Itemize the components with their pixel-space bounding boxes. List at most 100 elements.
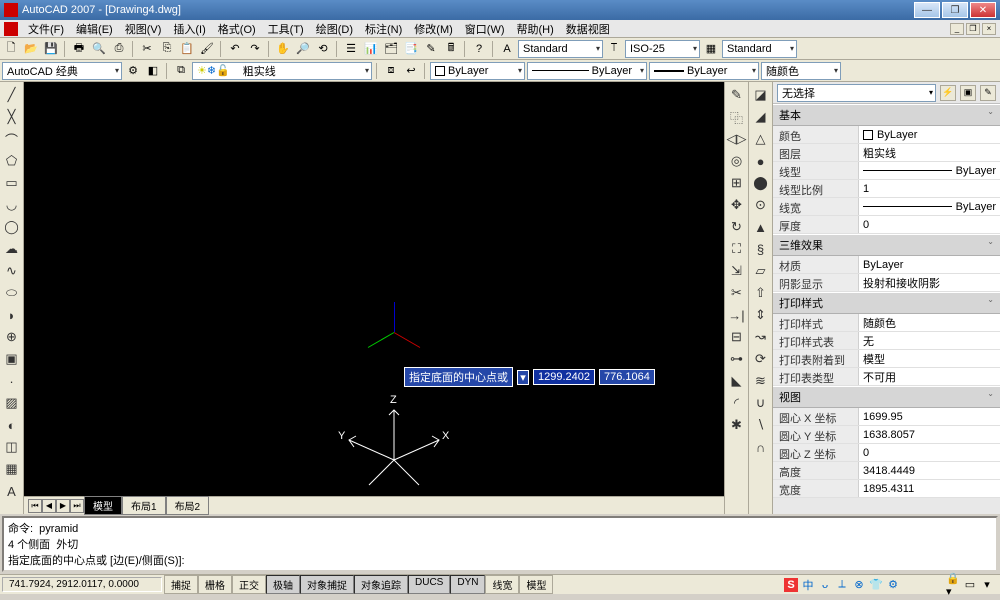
revolve-icon[interactable]: ⟳ (751, 349, 771, 369)
copy-icon[interactable]: ⎘ (158, 40, 176, 58)
prop-row[interactable]: 线型比例1 (773, 180, 1000, 198)
point-icon[interactable]: · (2, 371, 22, 391)
prop-row[interactable]: 打印样式随颜色 (773, 314, 1000, 332)
pan-icon[interactable]: ✋ (274, 40, 292, 58)
prop-row[interactable]: 圆心 Y 坐标1638.8057 (773, 426, 1000, 444)
plotstyle-combo[interactable]: 随颜色 (761, 62, 841, 80)
spline-icon[interactable]: ∿ (2, 261, 22, 281)
quick-select-icon[interactable]: ⚡ (940, 85, 956, 101)
offset-icon[interactable]: ◎ (727, 151, 747, 171)
array-icon[interactable]: ⊞ (727, 173, 747, 193)
close-button[interactable]: ✕ (970, 2, 996, 18)
help-icon[interactable]: ? (470, 40, 488, 58)
menu-window[interactable]: 窗口(W) (459, 20, 511, 38)
layer-states-icon[interactable]: ⧈ (382, 62, 400, 80)
match-icon[interactable]: 🖌 (198, 40, 216, 58)
erase-icon[interactable]: ✎ (727, 85, 747, 105)
wedge-icon[interactable]: ◢ (751, 107, 771, 127)
torus-icon[interactable]: ⊙ (751, 195, 771, 215)
prop-row[interactable]: 圆心 X 坐标1699.95 (773, 408, 1000, 426)
prop-row[interactable]: 阴影显示投射和接收阴影 (773, 274, 1000, 292)
linetype-combo[interactable]: ByLayer (527, 62, 647, 80)
revcloud-icon[interactable]: ☁ (2, 239, 22, 259)
loft-icon[interactable]: ≋ (751, 371, 771, 391)
break-icon[interactable]: ⊟ (727, 327, 747, 347)
dyn-expand-icon[interactable]: ▾ (517, 370, 529, 385)
tray-perp-icon[interactable]: ⟂ (835, 578, 849, 592)
circle-icon[interactable]: ◯ (2, 217, 22, 237)
zoom-icon[interactable]: 🔎 (294, 40, 312, 58)
layer-mgr-icon[interactable]: ⧉ (172, 62, 190, 80)
drawing-canvas[interactable]: 指定底面的中心点或 ▾ 1299.2402 776.1064 Z X Y (24, 82, 724, 496)
prop-row[interactable]: 线型ByLayer (773, 162, 1000, 180)
status-模型[interactable]: 模型 (519, 575, 553, 594)
color-combo[interactable]: ByLayer (430, 62, 525, 80)
box-icon[interactable]: ◪ (751, 85, 771, 105)
tab-layout2[interactable]: 布局2 (166, 496, 210, 515)
explode-icon[interactable]: ✱ (727, 415, 747, 435)
cut-icon[interactable]: ✂ (138, 40, 156, 58)
pyramid-icon[interactable]: ▲ (751, 217, 771, 237)
markup-icon[interactable]: ✎ (422, 40, 440, 58)
preview-icon[interactable]: 🔍 (90, 40, 108, 58)
cone-icon[interactable]: △ (751, 129, 771, 149)
chamfer-icon[interactable]: ◣ (727, 371, 747, 391)
status-对象捕捉[interactable]: 对象捕捉 (300, 575, 354, 594)
table-icon[interactable]: ▦ (2, 459, 22, 479)
tab-prev-icon[interactable]: ◀ (42, 499, 56, 513)
xline-icon[interactable]: ╳ (2, 107, 22, 127)
status-栅格[interactable]: 栅格 (198, 575, 232, 594)
ws-toggle-icon[interactable]: ◧ (144, 62, 162, 80)
prop-row[interactable]: 打印表类型不可用 (773, 368, 1000, 386)
tray-moon-icon[interactable]: ᴗ (818, 578, 832, 592)
union-icon[interactable]: ∪ (751, 393, 771, 413)
open-icon[interactable]: 📂 (22, 40, 40, 58)
prop-row[interactable]: 颜色ByLayer (773, 126, 1000, 144)
status-极轴[interactable]: 极轴 (266, 575, 300, 594)
move-icon[interactable]: ✥ (727, 195, 747, 215)
pline-icon[interactable]: ⌒ (2, 129, 22, 149)
prop-row[interactable]: 高度3418.4449 (773, 462, 1000, 480)
ime-lang-icon[interactable]: 中 (801, 578, 815, 592)
sphere-icon[interactable]: ● (751, 151, 771, 171)
menu-file[interactable]: 文件(F) (22, 20, 70, 38)
dimstyle-icon[interactable]: ⟙ (605, 40, 623, 58)
select-objects-icon[interactable]: ▣ (960, 85, 976, 101)
hatch-icon[interactable]: ▨ (2, 393, 22, 413)
save-icon[interactable]: 💾 (42, 40, 60, 58)
menu-view[interactable]: 视图(V) (119, 20, 168, 38)
ws-settings-icon[interactable]: ⚙ (124, 62, 142, 80)
prop-row[interactable]: 打印表附着到模型 (773, 350, 1000, 368)
fillet-icon[interactable]: ◜ (727, 393, 747, 413)
presspull-icon[interactable]: ⇕ (751, 305, 771, 325)
tool-palette-icon[interactable]: 🗂 (382, 40, 400, 58)
helix-icon[interactable]: § (751, 239, 771, 259)
menu-format[interactable]: 格式(O) (212, 20, 262, 38)
join-icon[interactable]: ⊶ (727, 349, 747, 369)
zoom-prev-icon[interactable]: ⟲ (314, 40, 332, 58)
prop-row[interactable]: 厚度0 (773, 216, 1000, 234)
section-header-basic[interactable]: 基本⌄ (773, 104, 1000, 126)
layer-combo[interactable]: ☀❄🔓 粗实线 (192, 62, 372, 80)
dim-style-combo[interactable]: ISO-25 (625, 40, 700, 58)
menu-tools[interactable]: 工具(T) (262, 20, 310, 38)
menu-dataview[interactable]: 数据视图 (560, 20, 616, 38)
toggle-pickadd-icon[interactable]: ✎ (980, 85, 996, 101)
properties-icon[interactable]: ☰ (342, 40, 360, 58)
rect-icon[interactable]: ▭ (2, 173, 22, 193)
tab-last-icon[interactable]: ⏭ (70, 499, 84, 513)
prop-row[interactable]: 打印样式表无 (773, 332, 1000, 350)
menu-edit[interactable]: 编辑(E) (70, 20, 119, 38)
rotate-icon[interactable]: ↻ (727, 217, 747, 237)
section-header-view[interactable]: 视图⌄ (773, 386, 1000, 408)
subtract-icon[interactable]: ∖ (751, 415, 771, 435)
menu-dimension[interactable]: 标注(N) (359, 20, 408, 38)
sweep-icon[interactable]: ↝ (751, 327, 771, 347)
tablestyle-icon[interactable]: ▦ (702, 40, 720, 58)
textstyle-icon[interactable]: A (498, 40, 516, 58)
menu-help[interactable]: 帮助(H) (511, 20, 560, 38)
mirror-icon[interactable]: ◁▷ (727, 129, 747, 149)
dc-icon[interactable]: 📊 (362, 40, 380, 58)
status-DUCS[interactable]: DUCS (408, 575, 450, 594)
dyn-y-input[interactable]: 776.1064 (599, 369, 655, 385)
